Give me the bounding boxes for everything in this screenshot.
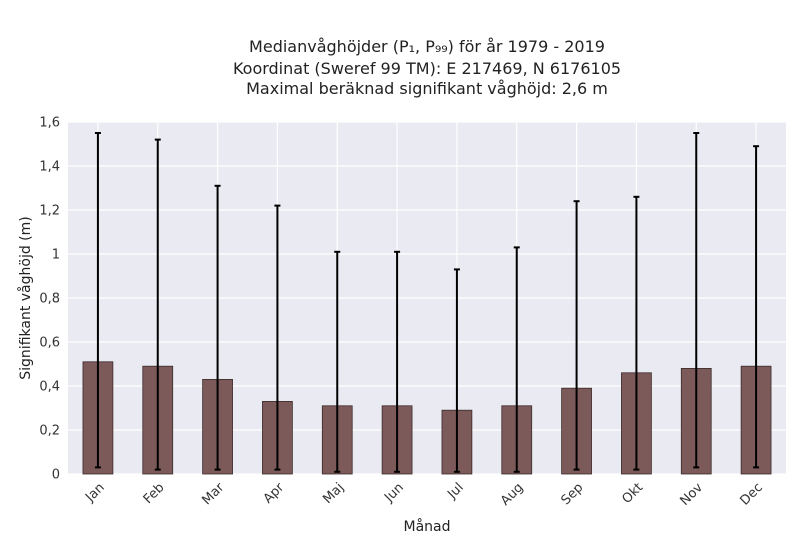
y-axis-ticks: 0 0,2 0,4 0,6 0,8 1 1,2 1,4 1,6 bbox=[39, 116, 60, 483]
x-axis-ticks: Jan Feb Mar Apr Maj Jun Jul Aug Sep Okt Nov Dec bbox=[82, 480, 766, 509]
chart-title-line-1: Medianvåghöjder (P₁, P₉₉) för år 1979 - … bbox=[249, 37, 605, 56]
y-tick-label: 0,2 bbox=[39, 424, 60, 439]
y-tick-label: 0,6 bbox=[39, 336, 60, 351]
y-tick-label: 1 bbox=[52, 248, 60, 263]
y-tick-label: 0,8 bbox=[39, 292, 60, 307]
y-tick-label: 1,4 bbox=[39, 160, 60, 175]
x-tick-label: Jun bbox=[381, 480, 407, 506]
x-tick-label: Apr bbox=[261, 480, 288, 507]
x-tick-label: Aug bbox=[498, 480, 527, 509]
y-tick-label: 0,4 bbox=[39, 380, 60, 395]
chart-title-line-3: Maximal beräknad signifikant våghöjd: 2,… bbox=[246, 79, 608, 98]
y-tick-label: 1,6 bbox=[39, 116, 60, 131]
y-tick-label: 0 bbox=[52, 468, 60, 483]
x-tick-label: Dec bbox=[738, 480, 766, 508]
x-tick-label: Jan bbox=[82, 480, 107, 505]
x-axis-label: Månad bbox=[404, 518, 451, 535]
x-tick-label: Jul bbox=[444, 480, 466, 502]
x-tick-label: Nov bbox=[678, 480, 707, 509]
x-tick-label: Mar bbox=[199, 480, 227, 508]
x-tick-label: Maj bbox=[320, 480, 347, 507]
y-axis-label: Signifikant våghöjd (m) bbox=[17, 216, 34, 379]
x-tick-label: Okt bbox=[619, 480, 646, 507]
error-bars bbox=[94, 132, 760, 473]
x-tick-label: Feb bbox=[141, 480, 168, 507]
x-tick-label: Sep bbox=[558, 480, 586, 508]
chart-title-line-2: Koordinat (Sweref 99 TM): E 217469, N 61… bbox=[233, 59, 621, 78]
y-tick-label: 1,2 bbox=[39, 204, 60, 219]
